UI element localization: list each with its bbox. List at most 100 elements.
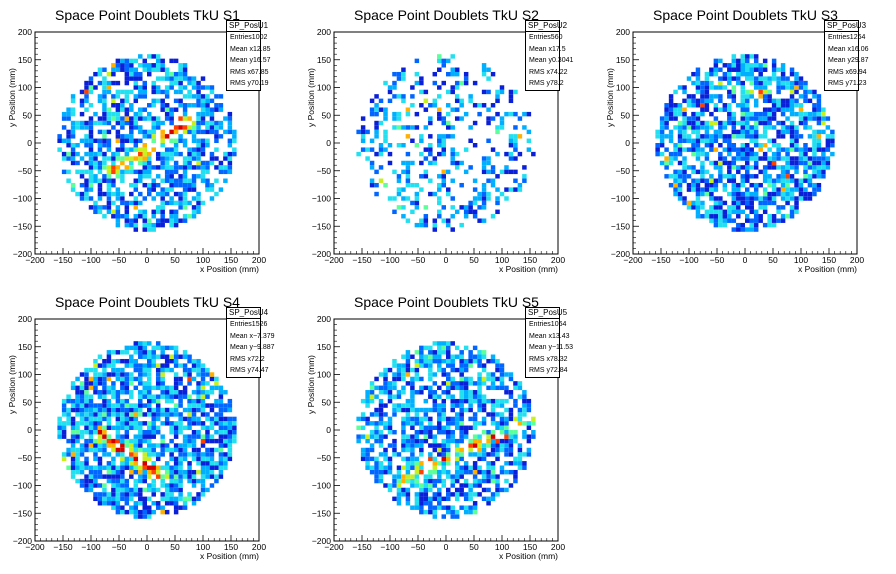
heatmap-cell (209, 85, 215, 90)
y-tick-label: 150 (18, 342, 32, 352)
heatmap-cell (169, 385, 174, 391)
y-tick-label: 0 (326, 425, 331, 435)
heatmap-cell (745, 151, 750, 157)
heatmap-cell (740, 85, 745, 90)
heatmap-cell (178, 76, 183, 81)
heatmap-cell (713, 209, 719, 215)
heatmap-cell (785, 125, 790, 130)
heatmap-cell (142, 452, 147, 457)
heatmap-cell (79, 385, 85, 391)
heatmap-cell (531, 151, 536, 157)
heatmap-cell (718, 205, 723, 210)
heatmap-cell (365, 390, 370, 395)
heatmap-cell (151, 147, 156, 152)
heatmap-cell (142, 447, 147, 453)
heatmap-cell (463, 430, 469, 435)
heatmap-cell (682, 125, 687, 130)
heatmap-cell (450, 434, 455, 439)
heatmap-cell (164, 412, 170, 417)
heatmap-cell (151, 165, 156, 170)
y-tick-label: −150 (312, 221, 331, 231)
heatmap-cell (481, 160, 487, 166)
heatmap-cell (75, 447, 80, 453)
heatmap-cell (450, 478, 455, 484)
heatmap-cell (468, 376, 473, 382)
heatmap-cell (789, 98, 795, 104)
heatmap-cell (490, 103, 496, 108)
heatmap-cell (722, 103, 728, 108)
x-axis: −200 −150 −100 −50 0 50 100 150 200 (324, 535, 565, 552)
heatmap-cell (432, 390, 438, 395)
heatmap-cell (88, 120, 94, 126)
heatmap-cell (691, 111, 696, 117)
heatmap-cell (97, 71, 103, 77)
heatmap-cell (187, 474, 192, 479)
heatmap-cell (200, 425, 206, 430)
heatmap-cell (84, 398, 89, 404)
heatmap-cell (120, 398, 125, 404)
heatmap-cell (428, 416, 433, 422)
heatmap-cell (472, 438, 478, 444)
heatmap-cell (164, 71, 170, 77)
heatmap-cell (517, 407, 523, 413)
heatmap-cell (147, 456, 152, 462)
heatmap-cell (691, 143, 696, 148)
heatmap-cell (522, 165, 527, 170)
heatmap-cell (437, 58, 442, 64)
heatmap-cell (383, 134, 388, 139)
heatmap-cell (120, 125, 125, 130)
heatmap-cell (459, 385, 464, 391)
heatmap-cell (209, 425, 215, 430)
heatmap-cell (812, 89, 817, 95)
heatmap-cell (155, 165, 161, 170)
heatmap-cell (218, 425, 224, 430)
heatmap-cell (155, 116, 161, 121)
heatmap-cell (718, 222, 723, 228)
heatmap-cell (102, 398, 107, 404)
heatmap-cell (218, 421, 224, 426)
heatmap-cell (205, 138, 210, 143)
heatmap-cell (102, 452, 107, 457)
heatmap-cell (147, 514, 152, 519)
heatmap-cell (378, 107, 384, 112)
heatmap-cell (392, 385, 397, 391)
heatmap-cell (731, 120, 737, 126)
heatmap-cell (477, 385, 482, 391)
heatmap-cell (97, 438, 103, 444)
heatmap-cell (441, 412, 446, 417)
heatmap-cell (120, 372, 125, 377)
heatmap-cell (736, 71, 741, 77)
heatmap-cell (106, 376, 112, 382)
heatmap-cell (129, 71, 134, 77)
heatmap-cell (780, 67, 786, 72)
heatmap-cell (727, 120, 732, 126)
heatmap-cell (178, 205, 183, 210)
heatmap-cell (700, 98, 705, 104)
heatmap-cell (789, 103, 795, 108)
heatmap-cell (164, 89, 170, 95)
heatmap-cell (659, 138, 665, 143)
heatmap-cell (356, 416, 361, 422)
heatmap-cell (477, 196, 482, 201)
heatmap-cell (75, 143, 80, 148)
heatmap-cell (405, 381, 411, 386)
heatmap-cell (142, 430, 147, 435)
heatmap-cell (111, 125, 116, 130)
heatmap-cell (477, 205, 482, 210)
heatmap-cell (178, 390, 183, 395)
stats-row: RMS x 78.32 (526, 354, 568, 366)
heatmap-cell (209, 456, 215, 462)
heatmap-cell (115, 438, 121, 444)
heatmap-cell (468, 350, 473, 355)
heatmap-cell (794, 178, 799, 183)
heatmap-cell (771, 98, 777, 104)
heatmap-cell (97, 138, 103, 143)
heatmap-cell (821, 169, 826, 175)
heatmap-cell (807, 182, 813, 188)
heatmap-cell (106, 80, 112, 86)
heatmap-cell (481, 376, 487, 382)
heatmap-cell (160, 200, 165, 206)
heatmap-cell (147, 483, 152, 488)
heatmap-cell (531, 421, 536, 426)
heatmap-cell (178, 456, 183, 462)
